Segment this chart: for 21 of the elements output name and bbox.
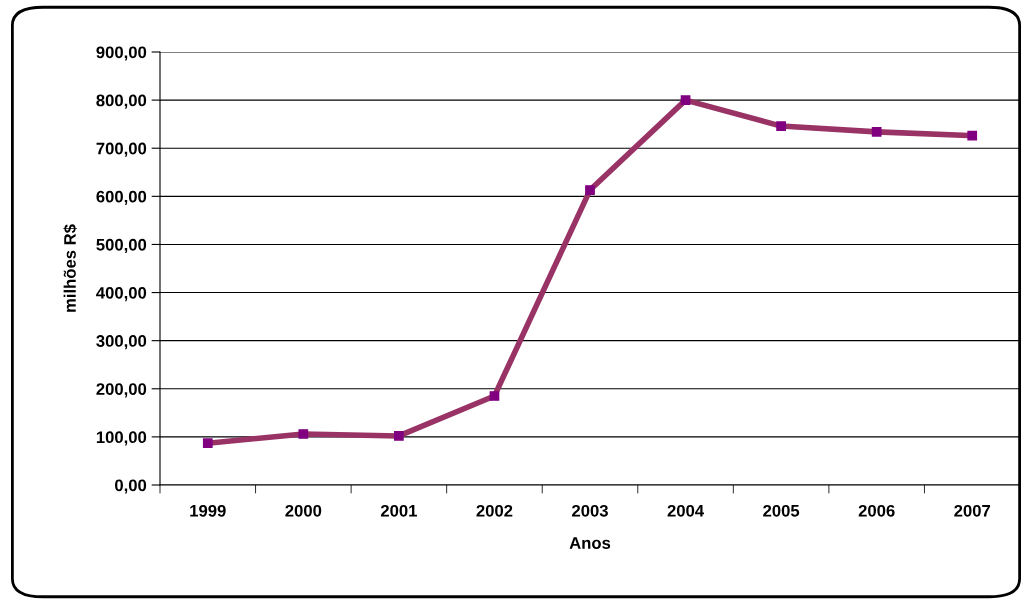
x-tick-label: 1999 [190,504,226,517]
y-tick-label: 0,00 [115,479,147,494]
y-tick-label: 700,00 [96,142,147,157]
x-tick-label: 2000 [285,504,322,517]
x-tick-label: 2007 [954,504,991,517]
x-tick-label: 2003 [572,504,608,517]
x-tick-label: 2005 [763,504,800,517]
y-axis-title: milhões R$ [63,224,77,312]
y-tick-label: 300,00 [96,335,147,350]
y-tick-label: 500,00 [96,238,147,254]
x-tick-label: 2006 [858,504,895,517]
x-tick-label: 2001 [380,504,417,517]
x-tick-label: 2002 [476,504,513,517]
y-tick-label: 600,00 [96,190,147,205]
y-tick-label: 200,00 [96,383,147,398]
x-tick-label: 2004 [667,504,705,517]
y-tick-label: 100,00 [96,431,147,446]
x-axis-title: Anos [569,537,611,549]
y-tick-label: 400,00 [96,286,147,302]
y-tick-label: 900,00 [96,46,147,61]
y-tick-label: 800,00 [96,94,147,109]
